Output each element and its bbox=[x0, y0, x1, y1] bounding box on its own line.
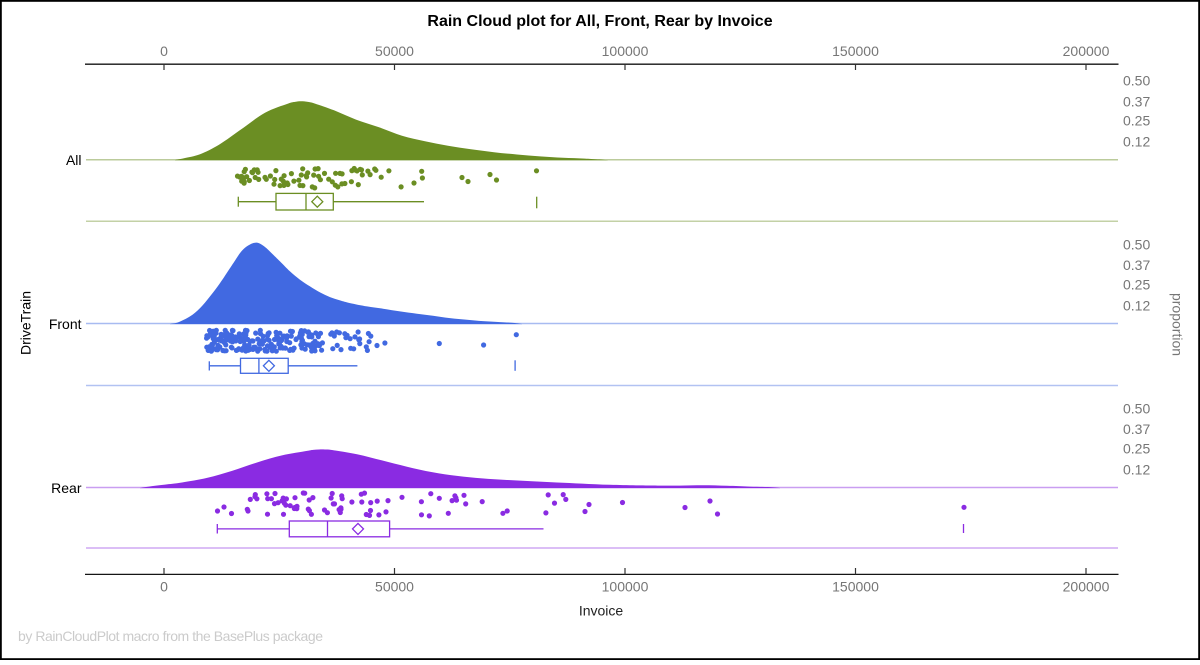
svg-text:150000: 150000 bbox=[832, 43, 879, 59]
svg-text:by RainCloudPlot macro from th: by RainCloudPlot macro from the BasePlus… bbox=[18, 628, 323, 644]
svg-text:0.25: 0.25 bbox=[1123, 113, 1150, 129]
svg-text:100000: 100000 bbox=[602, 579, 649, 595]
svg-text:50000: 50000 bbox=[375, 579, 414, 595]
svg-text:Rear: Rear bbox=[51, 480, 82, 496]
svg-text:0: 0 bbox=[160, 579, 168, 595]
svg-text:0.12: 0.12 bbox=[1123, 134, 1150, 150]
svg-text:200000: 200000 bbox=[1063, 43, 1110, 59]
svg-text:0.37: 0.37 bbox=[1123, 93, 1150, 109]
svg-text:Rain Cloud plot for All, Front: Rain Cloud plot for All, Front, Rear by … bbox=[427, 13, 772, 30]
svg-text:150000: 150000 bbox=[832, 579, 879, 595]
svg-text:0.50: 0.50 bbox=[1123, 400, 1150, 416]
svg-text:0.25: 0.25 bbox=[1123, 440, 1150, 456]
svg-text:DriveTrain: DriveTrain bbox=[18, 291, 34, 355]
svg-text:All: All bbox=[66, 152, 82, 168]
svg-text:0.50: 0.50 bbox=[1123, 73, 1150, 89]
svg-text:200000: 200000 bbox=[1063, 579, 1110, 595]
svg-text:Front: Front bbox=[49, 316, 82, 332]
svg-text:0.12: 0.12 bbox=[1123, 461, 1150, 477]
svg-text:0.37: 0.37 bbox=[1123, 421, 1150, 437]
svg-text:0.25: 0.25 bbox=[1123, 276, 1150, 292]
svg-text:100000: 100000 bbox=[602, 43, 649, 59]
svg-text:50000: 50000 bbox=[375, 43, 414, 59]
svg-text:Invoice: Invoice bbox=[579, 603, 624, 619]
svg-text:0.12: 0.12 bbox=[1123, 297, 1150, 313]
svg-text:0.37: 0.37 bbox=[1123, 257, 1150, 273]
svg-text:proportion: proportion bbox=[1170, 293, 1186, 356]
svg-text:0.50: 0.50 bbox=[1123, 236, 1150, 252]
svg-text:0: 0 bbox=[160, 43, 168, 59]
